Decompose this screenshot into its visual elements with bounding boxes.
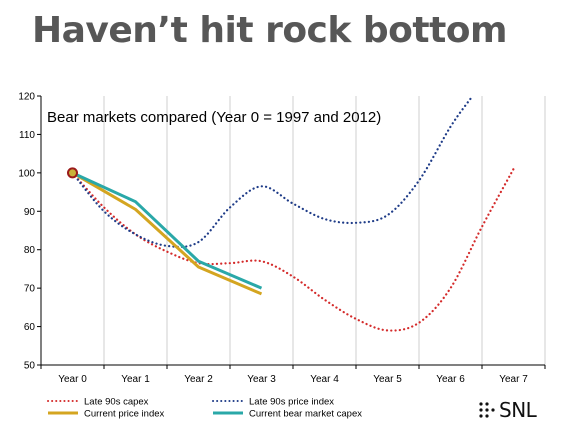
- snl-logo: SNL: [478, 396, 558, 424]
- y-tick-label: 80: [24, 245, 36, 256]
- y-tick-label: 110: [19, 130, 35, 141]
- series-current-bear-market-capex: [71, 171, 263, 290]
- axes: [37, 95, 546, 369]
- series-late-90s-price-index: [71, 96, 474, 249]
- legend-label: Current bear market capex: [249, 409, 362, 420]
- slide-title: Haven’t hit rock bottom: [32, 10, 508, 51]
- legend: Late 90s capex Late 90s price indexCurren…: [47, 397, 362, 420]
- x-tick-label: Year 6: [436, 374, 465, 385]
- series-current-price-index: [71, 171, 263, 296]
- y-tick-labels: 50 60 70 80 90 100 110 120: [18, 92, 35, 372]
- logo-text: SNL: [499, 398, 537, 422]
- x-tick-label: Year 7: [499, 374, 528, 385]
- start-point-marker: [67, 167, 78, 179]
- y-tick-label: 120: [18, 92, 35, 103]
- y-tick-label: 100: [18, 168, 35, 179]
- x-tick-label: Year 2: [184, 374, 213, 385]
- x-tick-label: Year 0: [58, 374, 87, 385]
- x-tick-label: Year 5: [373, 374, 402, 385]
- x-tick-label: Year 4: [310, 374, 339, 385]
- snl-dots-icon: [479, 402, 495, 418]
- x-tick-labels: Year 0 Year 1 Year 2 Year 3 Year 4 Year 5 Year…: [58, 374, 528, 385]
- legend-label: Late 90s price index: [249, 397, 334, 408]
- start-marker: [67, 167, 78, 179]
- y-tick-label: 50: [24, 361, 36, 372]
- grid-lines: [103, 96, 546, 365]
- y-tick-label: 70: [24, 284, 36, 295]
- chart-title: Bear markets compared (Year 0 = 1997 and…: [47, 109, 381, 126]
- x-tick-label: Year 3: [247, 374, 276, 385]
- series-lines: [71, 96, 515, 332]
- x-tick-label: Year 1: [121, 374, 150, 385]
- legend-label: Late 90s capex: [84, 397, 149, 408]
- y-tick-label: 60: [24, 322, 36, 333]
- legend-label: Current price index: [84, 409, 165, 420]
- y-tick-label: 90: [24, 207, 36, 218]
